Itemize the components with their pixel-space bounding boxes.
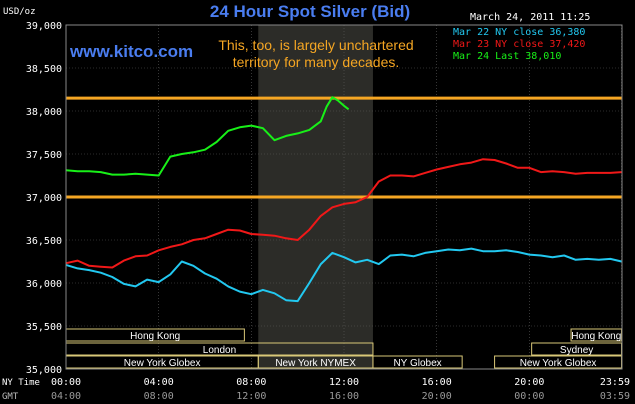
- x-tick-label-ny: 23:59: [600, 377, 630, 388]
- x-tick-label-ny: 16:00: [422, 377, 452, 388]
- y-tick-label: 37,000: [26, 193, 62, 204]
- series-line-2: [65, 96, 350, 177]
- session-label: Sydney: [560, 345, 593, 356]
- x-tick-label-gmt: 12:00: [236, 391, 266, 402]
- annotation-line-2: territory for many decades.: [233, 54, 400, 70]
- legend: Mar 22 NY close 36,380 Mar 23 NY close 3…: [453, 27, 585, 62]
- annotation-line-1: This, too, is largely unchartered: [218, 37, 413, 53]
- series-line-1: [65, 158, 622, 269]
- session-bar: [372, 355, 463, 369]
- y-tick-label: 38,000: [26, 107, 62, 118]
- x-tick-label-ny: 04:00: [144, 377, 174, 388]
- x-axis-label-gmt: GMT: [2, 392, 19, 402]
- session-label: NY Globex: [393, 358, 441, 369]
- x-tick-label-ny: 20:00: [514, 377, 544, 388]
- session-label: New York Globex: [124, 358, 201, 369]
- series-line-0: [65, 247, 622, 303]
- y-tick-label: 36,500: [26, 236, 62, 247]
- y-tick-label: 37,500: [26, 150, 62, 161]
- x-tick-label-gmt: 16:00: [329, 391, 359, 402]
- y-tick-label: 38,500: [26, 64, 62, 75]
- x-tick-label-gmt: 20:00: [422, 391, 452, 402]
- session-label: Hong Kong: [130, 331, 180, 342]
- x-tick-label-ny: 12:00: [329, 377, 359, 388]
- x-tick-label-gmt: 00:00: [514, 391, 544, 402]
- legend-mar23: Mar 23 NY close 37,420: [453, 39, 585, 50]
- y-tick-label: 35,000: [26, 365, 62, 376]
- chart-title: 24 Hour Spot Silver (Bid): [210, 2, 410, 21]
- x-tick-label-gmt: 03:59: [600, 391, 630, 402]
- y-unit-label: USD/oz: [3, 7, 36, 17]
- y-tick-label: 39,000: [26, 21, 62, 32]
- y-tick-label: 35,500: [26, 322, 62, 333]
- plot-frame: [65, 24, 623, 370]
- x-tick-label-gmt: 04:00: [51, 391, 81, 402]
- x-axis-label-ny: NY Time: [2, 378, 40, 388]
- x-tick-label-ny: 00:00: [51, 377, 81, 388]
- x-tick-label-gmt: 08:00: [144, 391, 174, 402]
- timestamp: March 24, 2011 11:25: [470, 12, 590, 23]
- session-label: New York NYMEX: [275, 358, 356, 369]
- session-label: London: [203, 345, 236, 356]
- legend-mar22: Mar 22 NY close 36,380: [453, 27, 585, 38]
- watermark: www.kitco.com: [69, 42, 193, 61]
- x-tick-label-ny: 08:00: [236, 377, 266, 388]
- legend-mar24: Mar 24 Last 38,010: [453, 51, 561, 62]
- session-label: New York Globex: [520, 358, 597, 369]
- y-tick-label: 36,000: [26, 279, 62, 290]
- session-label: Hong Kong: [571, 331, 621, 342]
